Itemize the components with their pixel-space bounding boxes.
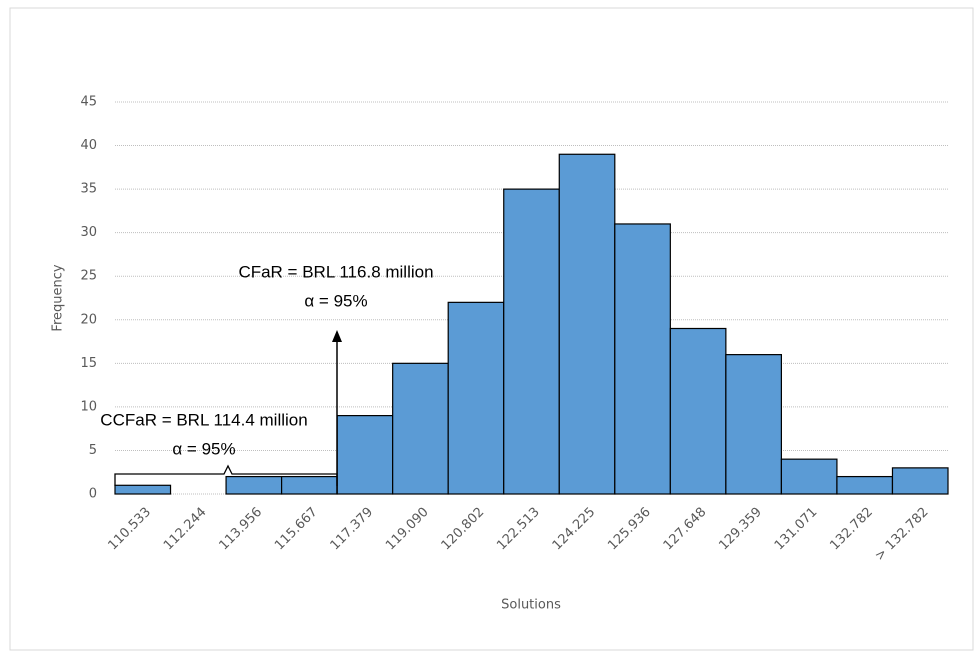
bar: [336, 415, 394, 495]
arrow-head: [332, 330, 342, 342]
y-axis-title: Frequency: [51, 264, 66, 331]
annotation: α = 95%: [172, 439, 235, 458]
bar: [614, 223, 671, 495]
bar: [225, 475, 283, 495]
y-tick-label: 20: [80, 312, 97, 327]
y-tick-label: 45: [80, 95, 97, 110]
bar: [891, 467, 949, 495]
x-axis-title: Solutions: [501, 598, 561, 613]
bar: [392, 362, 449, 495]
y-tick-label: 5: [89, 443, 97, 458]
y-tick-label: 25: [80, 269, 97, 284]
bar: [558, 153, 616, 495]
bar: [780, 458, 838, 495]
y-tick-label: 15: [80, 356, 97, 371]
y-tick-label: 40: [80, 138, 97, 153]
y-tick-label: 35: [80, 182, 97, 197]
annotation: CFaR = BRL 116.8 million: [238, 262, 433, 281]
bar: [114, 484, 172, 495]
bar: [725, 354, 782, 495]
brace: [114, 464, 338, 486]
bar: [669, 327, 727, 495]
y-tick-label: 10: [80, 399, 97, 414]
bar: [447, 301, 505, 495]
bar: [836, 475, 894, 495]
y-tick-label: 0: [89, 487, 97, 502]
annotation: CCFaR = BRL 114.4 million: [100, 410, 307, 429]
y-tick-label: 30: [80, 225, 97, 240]
bar: [281, 475, 338, 495]
bar: [503, 188, 560, 495]
annotation: α = 95%: [304, 291, 367, 310]
